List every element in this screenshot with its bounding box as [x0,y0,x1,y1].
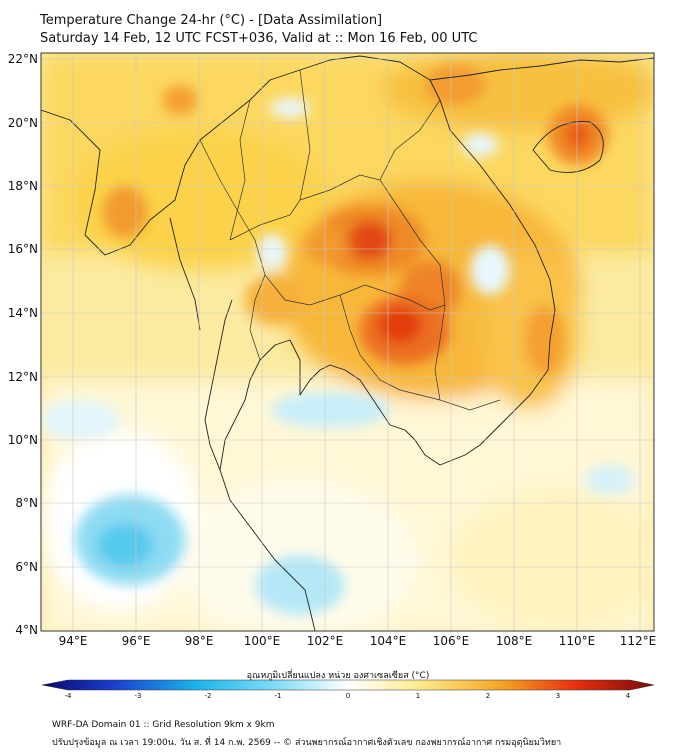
colorbar-tick: -1 [274,692,282,700]
lat-label-14: 14°N [7,306,38,320]
colorbar-tick: -2 [204,692,212,700]
lon-label-94: 94°E [58,634,88,648]
lat-label-8: 8°N [15,496,38,510]
lon-label-104: 104°E [369,634,407,648]
colorbar-title: อุณหภูมิเปลี่ยนแปลง หน่วย องศาเซลเซียส (… [246,671,430,681]
lat-label-20: 20°N [7,116,38,130]
lat-label-16: 16°N [7,242,38,256]
lat-label-18: 18°N [7,179,38,193]
lon-label-112: 112°E [619,634,657,648]
lat-label-12: 12°N [7,370,38,384]
title-line-1: Temperature Change 24-hr (°C) - [Data As… [40,13,383,28]
colorbar-tick: -3 [134,692,142,700]
lat-label-22: 22°N [7,52,38,66]
title-line-2: Saturday 14 Feb, 12 UTC FCST+036, Valid … [40,31,478,46]
colorbar-tick: 1 [415,692,421,700]
colorbar-tick: 2 [485,692,491,700]
colorbar [41,679,655,691]
lon-label-110: 110°E [558,634,596,648]
map-title: Temperature Change 24-hr (°C) - [Data As… [40,12,477,48]
lat-label-6: 6°N [15,560,38,574]
colorbar-tick: 0 [345,692,351,700]
colorbar-tick: 3 [555,692,561,700]
lon-label-106: 106°E [432,634,470,648]
colorbar-tick: -4 [64,692,72,700]
coastlines [41,55,654,631]
province-borders [199,69,501,411]
lon-label-102: 102°E [306,634,344,648]
lat-label-4: 4°N [15,623,38,637]
footer-model-info: WRF-DA Domain 01 :: Grid Resolution 9km … [52,720,275,730]
plot-frame [40,52,655,632]
footer-credit: ปรับปรุงข้อมูล ณ เวลา 19:00น. วัน ส. ที่… [52,738,562,748]
colorbar-tick: 4 [625,692,631,700]
lon-label-100: 100°E [243,634,281,648]
graticule [41,53,654,631]
lon-label-96: 96°E [121,634,151,648]
lat-label-10: 10°N [7,433,38,447]
temperature-field [41,53,654,631]
lon-label-98: 98°E [184,634,214,648]
lon-label-108: 108°E [495,634,533,648]
